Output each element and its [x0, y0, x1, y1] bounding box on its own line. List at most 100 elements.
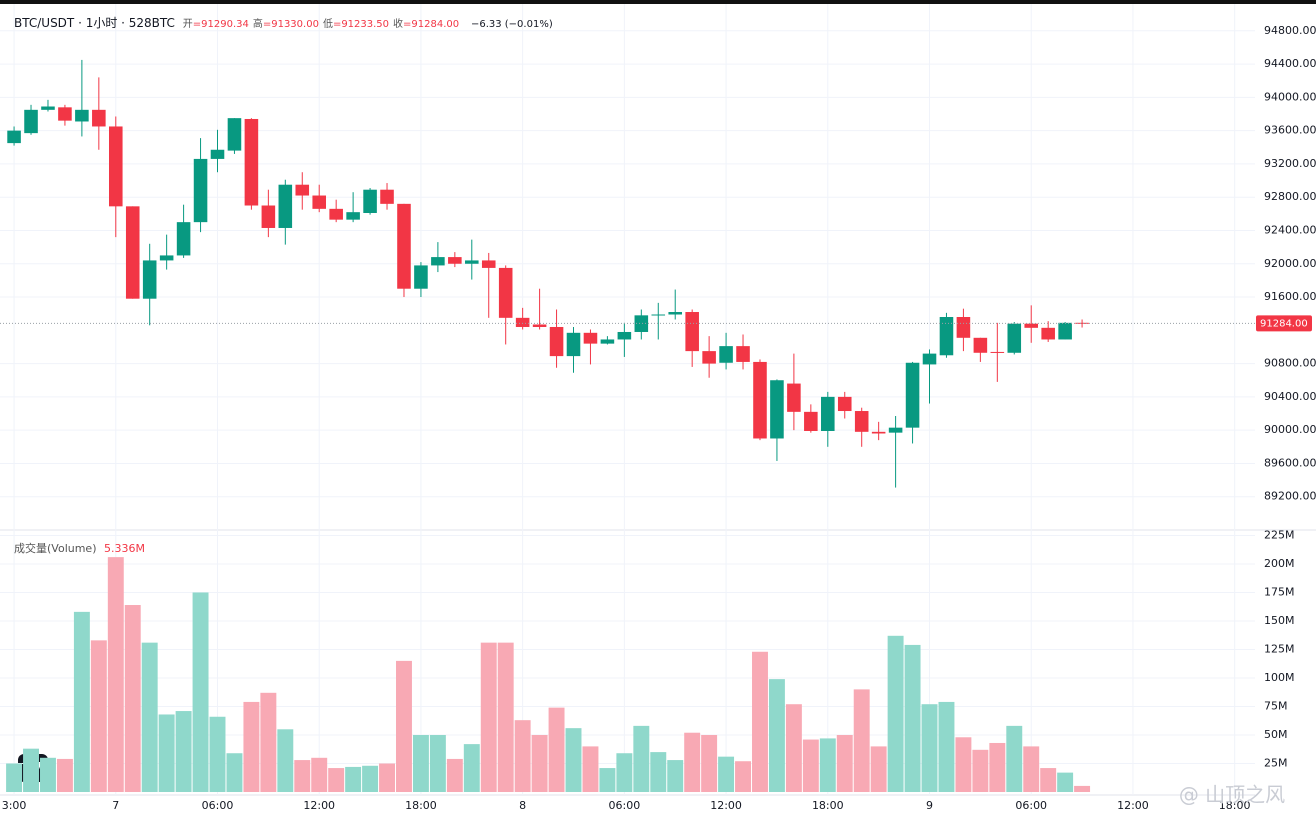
candle-body	[7, 130, 21, 144]
volume-bar	[735, 761, 751, 792]
volume-bar	[768, 679, 785, 792]
volume-name: 成交量(Volume)	[14, 542, 97, 555]
candle-body	[295, 184, 310, 196]
candle-body	[465, 260, 479, 264]
y-tick-label: 90000.00	[1264, 423, 1316, 436]
symbol-title: BTC/USDT · 1小时 · 528BTC	[14, 16, 175, 30]
volume-bar	[616, 753, 633, 792]
candle-body	[651, 314, 666, 316]
volume-bar	[701, 734, 718, 792]
y-tick-label: 92800.00	[1264, 190, 1316, 203]
candle-body	[854, 411, 869, 432]
y-tick-label: 91600.00	[1264, 290, 1316, 303]
x-tick-label: 18:00	[405, 799, 437, 812]
volume-bar	[124, 605, 141, 792]
candle-body	[210, 149, 225, 159]
candle-body	[125, 206, 140, 299]
legend-value: =91233.50	[332, 19, 390, 30]
volume-bar	[379, 763, 395, 792]
volume-bar	[56, 758, 73, 792]
volume-bar	[141, 642, 158, 792]
volume-bar	[175, 711, 192, 792]
volume-bar	[277, 729, 294, 792]
candle-body	[261, 205, 276, 228]
top-border	[0, 0, 1316, 4]
legend-key: 开	[182, 19, 193, 30]
volume-bar	[887, 635, 904, 792]
volume-bar	[1006, 725, 1023, 792]
candle-body	[92, 109, 106, 127]
last-price-label: 91284.00	[1260, 318, 1308, 329]
candle-body	[193, 158, 208, 223]
candle-body	[532, 324, 547, 327]
volume-bar	[446, 758, 463, 792]
y-tick-label: 90400.00	[1264, 390, 1316, 403]
candle-body	[1058, 322, 1072, 340]
volume-bar	[412, 734, 429, 792]
x-tick-label: 18:00	[1219, 799, 1251, 812]
volume-bar	[548, 707, 565, 792]
candle-body	[414, 265, 428, 289]
volume-bar	[921, 704, 938, 792]
candle-body	[871, 431, 886, 434]
volume-bar	[480, 642, 497, 792]
y-tick-label: 175M	[1264, 585, 1295, 598]
candle-body	[363, 189, 377, 213]
legend-key: 高	[252, 19, 263, 30]
volume-bar	[785, 704, 802, 792]
y-tick-label: 92000.00	[1264, 257, 1316, 270]
x-tick-label: 12:00	[710, 799, 742, 812]
candle-body	[431, 257, 445, 266]
volume-bar	[1023, 746, 1040, 792]
candle-body	[227, 118, 242, 151]
volume-bar	[73, 611, 90, 792]
x-tick-label: 06:00	[609, 799, 641, 812]
candle-body	[837, 396, 852, 412]
volume-bar	[955, 737, 972, 792]
volume-bar	[311, 757, 328, 792]
volume-bar	[463, 744, 480, 792]
volume-bar	[40, 757, 56, 792]
candle-body	[312, 195, 326, 209]
volume-bar	[718, 756, 735, 792]
candle-body	[498, 267, 513, 318]
candle-body	[1007, 323, 1022, 353]
volume-bar	[667, 760, 684, 792]
y-tick-label: 92400.00	[1264, 223, 1316, 236]
candle-body	[515, 317, 530, 327]
candle-body	[142, 260, 157, 299]
candle-body	[905, 362, 920, 428]
candle-body	[939, 317, 954, 356]
x-tick-label: 12:00	[303, 799, 335, 812]
volume-bar	[497, 642, 514, 792]
legend-key: 收	[393, 19, 404, 30]
candle-body	[397, 203, 411, 289]
y-tick-label: 225M	[1264, 528, 1295, 541]
volume-bar	[819, 738, 836, 792]
candle-body	[668, 312, 683, 315]
candle-body	[549, 326, 564, 357]
candle-body	[346, 212, 360, 220]
candle-body	[973, 337, 988, 353]
ohlc-legend: 开=91290.34 高=91330.00 低=91233.50 收=91284.00	[183, 19, 463, 30]
volume-bar	[6, 763, 23, 792]
candle-body	[736, 346, 750, 362]
volume-bar	[260, 692, 277, 792]
volume-bar	[650, 752, 667, 792]
y-tick-label: 89200.00	[1264, 490, 1316, 503]
volume-value: 5.336M	[104, 542, 145, 555]
candle-body	[702, 351, 716, 364]
volume-bar	[107, 557, 124, 792]
y-tick-label: 93600.00	[1264, 124, 1316, 137]
volume-bar	[396, 660, 412, 792]
legend-value: =91284.00	[403, 19, 460, 30]
x-tick-label: 06:00	[202, 799, 234, 812]
candle-body	[159, 255, 174, 261]
candle-body	[448, 257, 462, 264]
volume-bar	[345, 766, 362, 792]
x-tick-label: 3:00	[2, 799, 27, 812]
volume-bar	[633, 725, 650, 792]
candle-body	[329, 208, 343, 220]
